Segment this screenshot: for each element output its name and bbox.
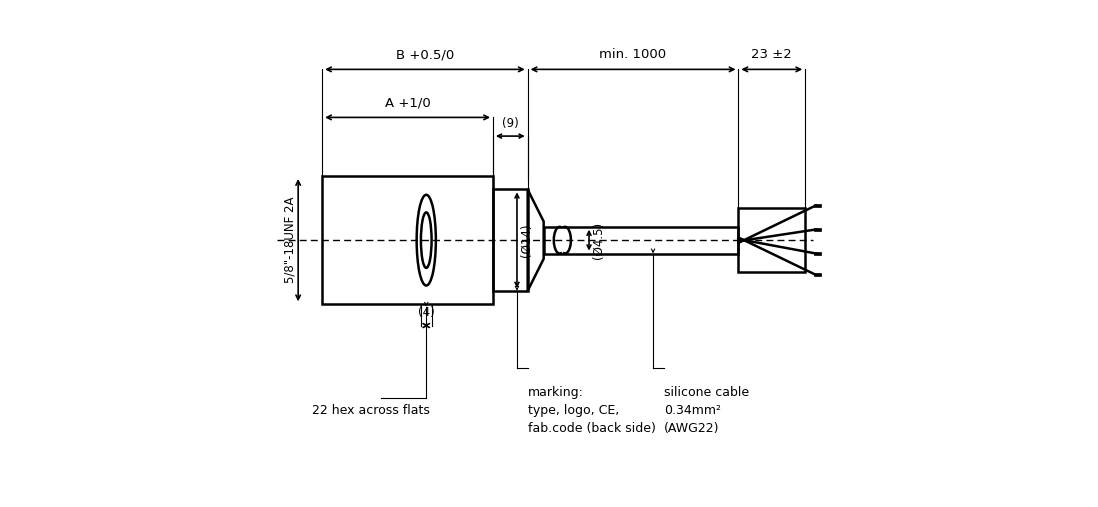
Text: (Ø14): (Ø14) [519, 224, 533, 257]
Text: 22 hex across flats: 22 hex across flats [312, 405, 429, 417]
Bar [815, 204, 820, 207]
Text: 23 ±2: 23 ±2 [751, 48, 792, 61]
Bar [815, 252, 820, 255]
Bar [544, 227, 739, 254]
Text: (4): (4) [418, 306, 435, 319]
Text: 5/8"-18UNF 2A: 5/8"-18UNF 2A [283, 197, 296, 283]
Bar [739, 208, 805, 272]
Text: min. 1000: min. 1000 [600, 48, 666, 61]
Text: marking:
type, logo, CE,
fab.code (back side): marking: type, logo, CE, fab.code (back … [528, 386, 656, 436]
Bar [322, 176, 493, 304]
Text: B +0.5/0: B +0.5/0 [395, 48, 455, 61]
Bar [493, 190, 528, 291]
Text: silicone cable
0.34mm²
(AWG22): silicone cable 0.34mm² (AWG22) [664, 386, 749, 436]
Text: A +1/0: A +1/0 [384, 96, 430, 110]
Text: (Ø4.5): (Ø4.5) [592, 222, 605, 259]
Bar [815, 273, 820, 276]
Text: (9): (9) [502, 117, 518, 130]
Bar [815, 228, 820, 231]
